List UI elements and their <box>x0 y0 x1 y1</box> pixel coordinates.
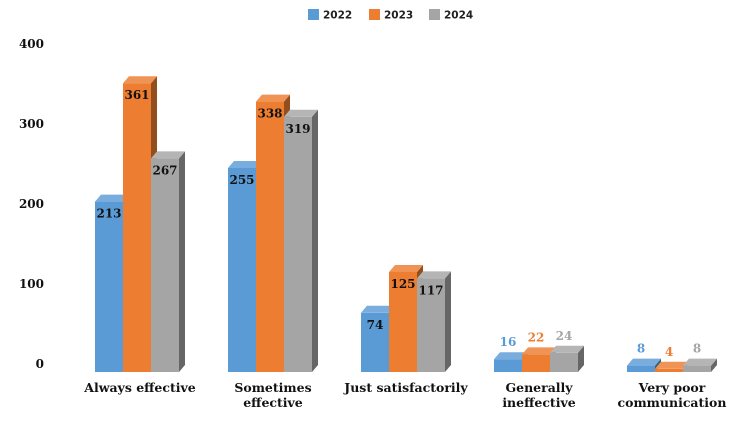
legend-label: 2024 <box>444 10 473 22</box>
data-label: 74 <box>367 318 384 332</box>
category-label: Always effective <box>83 380 196 395</box>
bar-top <box>683 358 717 366</box>
bar-top <box>627 358 661 366</box>
legend-swatch <box>369 9 380 20</box>
bar-front <box>95 201 123 372</box>
bar-top <box>95 194 129 202</box>
bar-front <box>550 352 578 372</box>
bar-front <box>627 365 655 372</box>
data-label: 213 <box>96 207 121 221</box>
data-label: 117 <box>418 283 443 297</box>
data-label: 8 <box>637 342 645 356</box>
data-label: 361 <box>124 88 149 102</box>
bar-front <box>151 158 179 372</box>
bar-front <box>228 168 256 372</box>
bar-side <box>445 271 451 372</box>
data-label: 267 <box>152 163 177 177</box>
bar-top <box>522 347 556 355</box>
data-label: 255 <box>229 173 254 187</box>
bar: 117 <box>417 271 451 372</box>
data-label: 22 <box>528 330 545 344</box>
data-label: 319 <box>285 122 310 136</box>
bar-top <box>256 94 290 102</box>
bar: 24 <box>550 329 584 372</box>
bar-top <box>151 151 185 159</box>
legend-swatch <box>429 9 440 20</box>
bar-front <box>123 83 151 372</box>
y-axis: 0 100 200 300 400 <box>19 37 44 371</box>
bar-front <box>361 312 389 372</box>
bar-side <box>179 151 185 372</box>
bar-front <box>522 354 550 372</box>
bar-side <box>711 358 717 372</box>
category-label: Sometimes effective <box>234 380 311 410</box>
y-tick-label: 100 <box>19 277 44 291</box>
data-label: 8 <box>693 342 701 356</box>
bar-front <box>256 101 284 372</box>
bar: 319 <box>284 109 318 373</box>
data-label: 4 <box>665 345 673 359</box>
bar-front <box>655 368 683 372</box>
bar: 338 <box>256 94 290 372</box>
legend-label: 2022 <box>323 10 352 22</box>
data-label: 125 <box>390 277 415 291</box>
category-label: Generally ineffective <box>502 380 575 410</box>
bar: 267 <box>151 151 185 372</box>
bar: 8 <box>627 342 661 372</box>
data-label: 24 <box>556 329 573 343</box>
x-axis: Always effective Sometimes effective Just s… <box>83 380 726 410</box>
bar-top <box>389 265 423 272</box>
legend-label: 2023 <box>384 10 413 22</box>
bar-front <box>683 365 711 372</box>
bar-top <box>550 345 584 353</box>
bar-top <box>228 161 262 168</box>
legend-swatch <box>308 9 319 20</box>
bar-front <box>284 116 312 372</box>
bar: 16 <box>494 335 528 372</box>
bar: 8 <box>683 342 717 372</box>
bar-front <box>494 359 522 372</box>
bar-top <box>361 305 395 313</box>
bar-front <box>389 272 417 372</box>
bar-top <box>284 109 318 117</box>
y-tick-label: 400 <box>19 37 44 51</box>
legend: 2022 2023 2024 <box>308 9 473 22</box>
legend-item: 2024 <box>429 9 473 22</box>
category-label: Very poor communication <box>618 380 727 410</box>
y-tick-label: 200 <box>19 197 44 211</box>
category-label: Just satisfactorily <box>343 380 468 395</box>
bar-side <box>312 109 318 373</box>
legend-item: 2022 <box>308 9 352 22</box>
bar-front <box>417 278 445 372</box>
data-label: 338 <box>257 107 282 121</box>
bar-side <box>578 345 584 372</box>
legend-item: 2023 <box>369 9 413 22</box>
bar-top <box>417 271 451 279</box>
y-tick-label: 0 <box>36 357 44 371</box>
y-tick-label: 300 <box>19 117 44 131</box>
bar-top <box>123 76 157 84</box>
data-label: 16 <box>500 335 517 349</box>
bar-top <box>655 361 689 369</box>
bar-top <box>494 352 528 360</box>
